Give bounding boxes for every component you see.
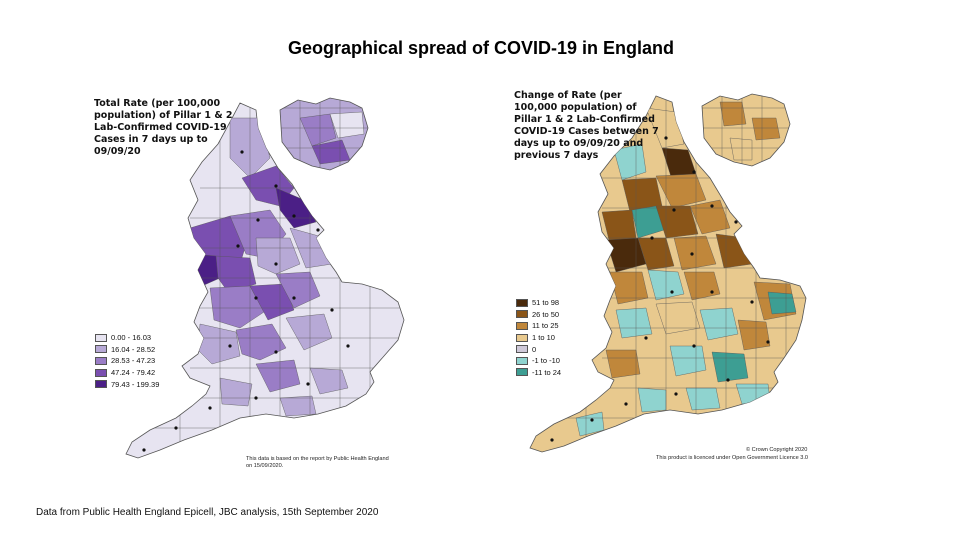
legend-swatch (516, 333, 528, 342)
legend-item: 16.04 - 28.52 (95, 344, 159, 356)
change-rate-map: Change of Rate (per 100,000 population) … (506, 88, 836, 478)
legend-swatch (516, 310, 528, 319)
total-rate-map: Total Rate (per 100,000 population) of P… (80, 88, 410, 478)
legend-label: 0.00 - 16.03 (111, 333, 152, 343)
change-rate-legend: 51 to 98 26 to 50 11 to 25 1 to 10 0 -1 to -1… (516, 297, 561, 378)
legend-item: 0.00 - 16.03 (95, 332, 159, 344)
legend-swatch (516, 321, 528, 330)
legend-label: 47.24 - 79.42 (111, 368, 156, 378)
legend-swatch (95, 368, 107, 377)
change-rate-note: This product is licenced under Open Gove… (656, 455, 809, 461)
total-rate-legend: 0.00 - 16.03 16.04 - 28.52 28.53 - 47.23 47… (95, 332, 159, 390)
legend-item: 47.24 - 79.42 (95, 367, 159, 379)
legend-swatch (95, 380, 107, 389)
legend-swatch (95, 345, 107, 354)
legend-item: 11 to 25 (516, 320, 561, 332)
page-title: Geographical spread of COVID-19 in Engla… (287, 38, 675, 58)
legend-label: 79.43 - 199.39 (111, 379, 160, 389)
legend-item: 1 to 10 (516, 332, 561, 344)
legend-label: 11 to 25 (532, 321, 559, 331)
change-rate-caption: Change of Rate (per 100,000 population) … (514, 90, 659, 161)
legend-item: 51 to 98 (516, 297, 561, 309)
legend-swatch (516, 368, 528, 377)
legend-swatch (95, 333, 107, 342)
legend-item: 79.43 - 199.39 (95, 378, 159, 390)
legend-label: 26 to 50 (532, 309, 560, 319)
legend-swatch (516, 345, 528, 354)
legend-swatch (516, 298, 528, 307)
legend-item: -1 to -10 (516, 355, 561, 367)
legend-label: 16.04 - 28.52 (111, 344, 156, 354)
legend-label: -11 to 24 (532, 367, 562, 377)
legend-item: 28.53 - 47.23 (95, 355, 159, 367)
footer-source: Data from Public Health England Epicell,… (36, 507, 379, 518)
legend-item: 26 to 50 (516, 309, 561, 321)
total-rate-caption: Total Rate (per 100,000 population) of P… (94, 98, 233, 157)
total-rate-note: This data is based on the report by Publ… (246, 456, 389, 469)
legend-label: 0 (532, 344, 537, 354)
legend-label: 1 to 10 (532, 333, 555, 343)
legend-item: -11 to 24 (516, 367, 561, 379)
legend-item: 0 (516, 343, 561, 355)
legend-swatch (516, 356, 528, 365)
legend-label: 28.53 - 47.23 (111, 356, 156, 366)
legend-label: -1 to -10 (532, 356, 560, 366)
legend-label: 51 to 98 (532, 298, 560, 308)
legend-swatch (95, 356, 107, 365)
change-rate-copyright: © Crown Copyright 2020 (746, 447, 808, 453)
